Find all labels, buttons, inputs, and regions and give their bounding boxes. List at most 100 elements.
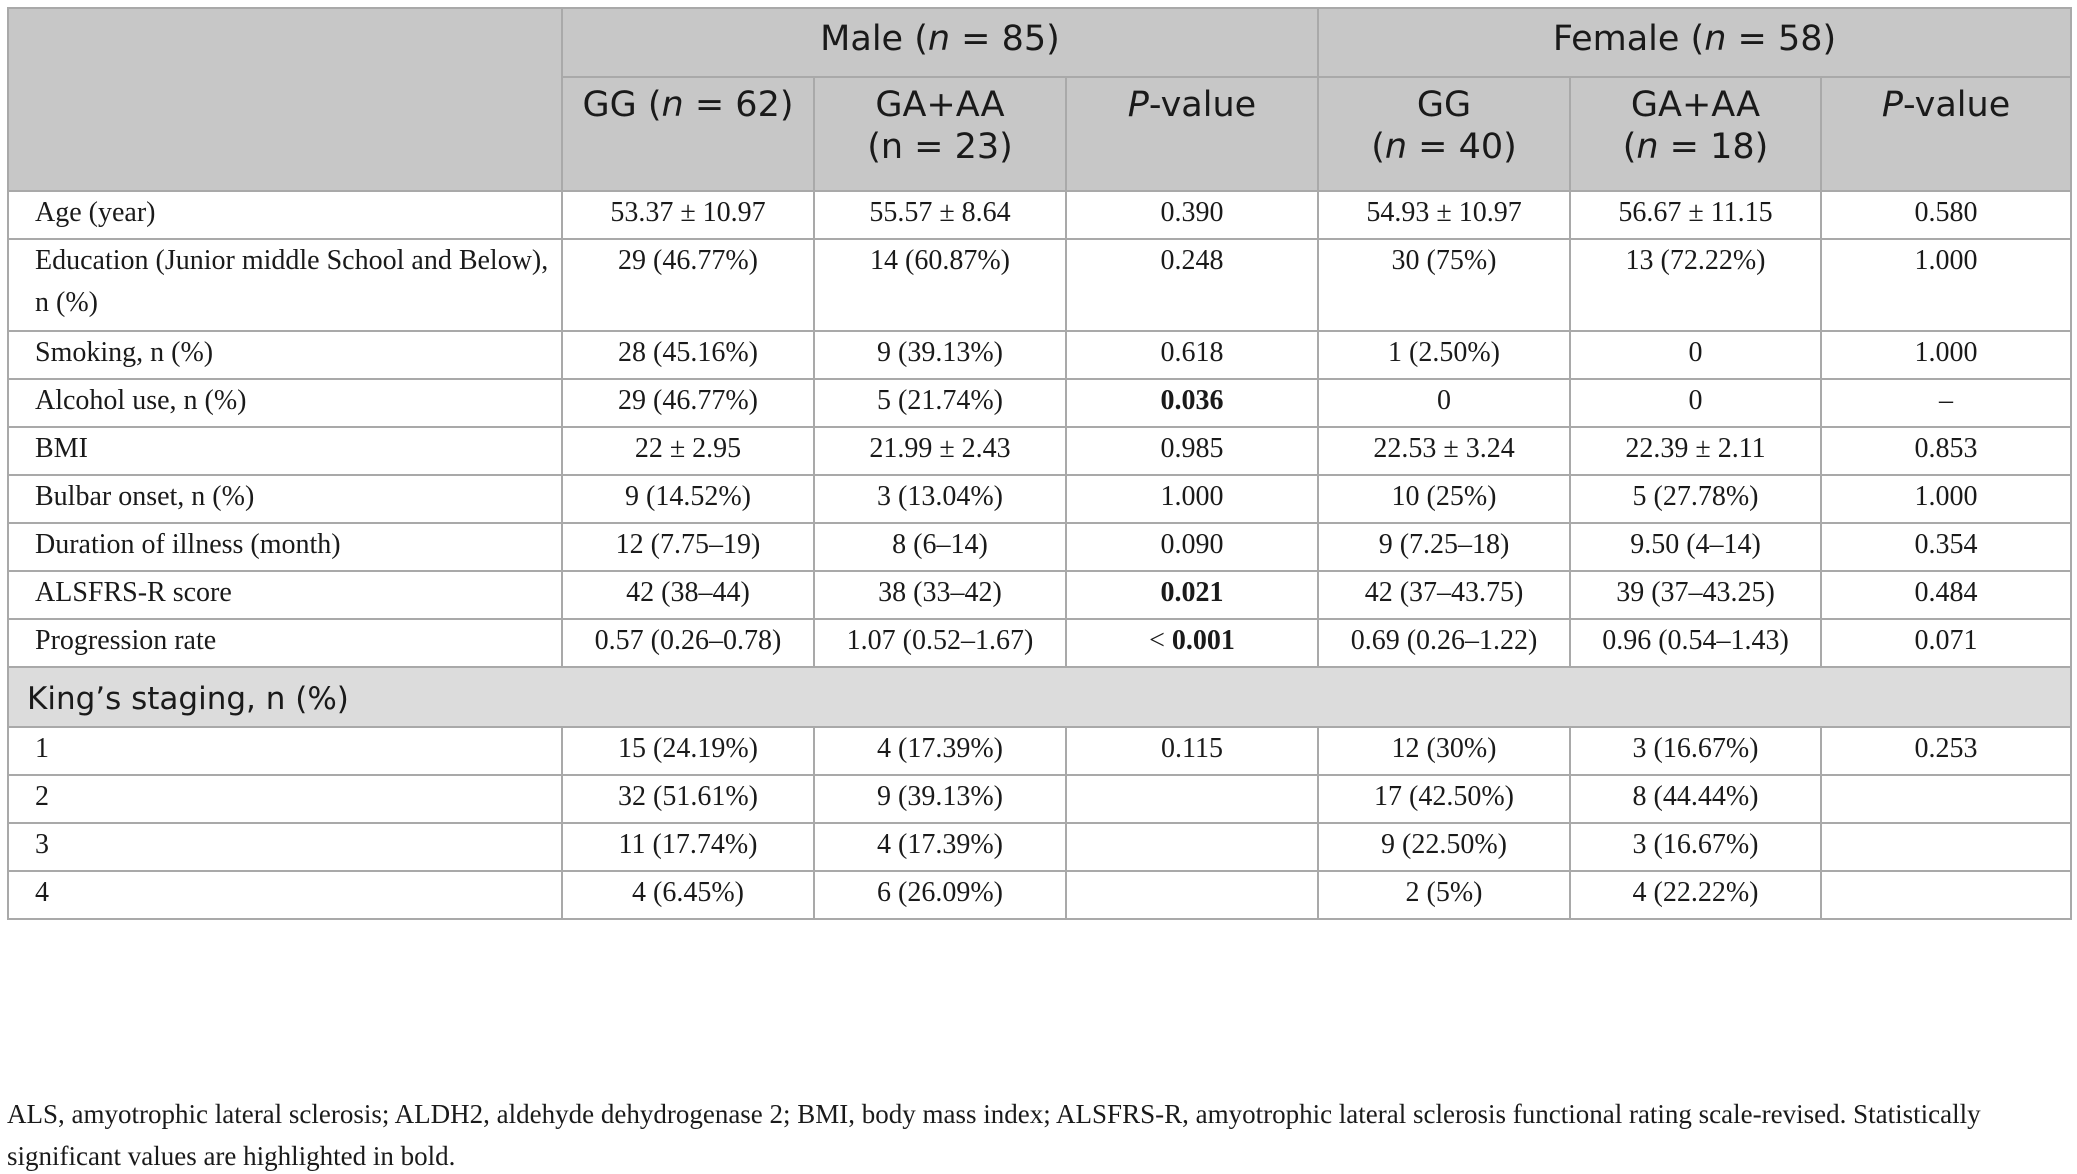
table-cell: 4 (22.22%): [1569, 870, 1823, 920]
table-cell: 9 (39.13%): [813, 774, 1067, 824]
row-label: ALSFRS-R score: [7, 570, 563, 620]
table-cell: 13 (72.22%): [1569, 238, 1823, 332]
table-cell: 29 (46.77%): [561, 238, 815, 332]
table-cell: [1820, 870, 2073, 920]
table-cell: 22 ± 2.95: [561, 426, 815, 476]
table-cell: 17 (42.50%): [1317, 774, 1572, 824]
header-group-female: Female (n = 58): [1317, 7, 2073, 78]
table-cell: 4 (17.39%): [813, 726, 1067, 776]
table-cell: 0.115: [1064, 726, 1320, 776]
table-cell: 6 (26.09%): [813, 870, 1067, 920]
table-cell: 12 (30%): [1317, 726, 1572, 776]
table-cell: 15 (24.19%): [561, 726, 815, 776]
table-body: Age (year) 53.37 ± 10.97 55.57 ± 8.64 0.…: [6, 190, 2073, 920]
section-row: King’s staging, n (%): [6, 666, 2073, 728]
table-cell: 30 (75%): [1317, 238, 1572, 332]
table-cell: 9 (39.13%): [813, 330, 1067, 380]
data-table: Male (n = 85) Female (n = 58) GG (n = 62…: [6, 7, 2073, 920]
header-female-gaaa: GA+AA (n = 18): [1569, 76, 1823, 192]
header-male-pvalue: P-value: [1064, 76, 1320, 192]
table-cell: 9 (22.50%): [1317, 822, 1572, 872]
table-cell: 4 (17.39%): [813, 822, 1067, 872]
table-cell: 0.090: [1064, 522, 1320, 572]
header-empty-cell: [7, 7, 563, 192]
table-cell: 38 (33–42): [813, 570, 1067, 620]
row-label: 3: [7, 822, 563, 872]
row-label: 1: [7, 726, 563, 776]
row-label: 4: [7, 870, 563, 920]
table-cell: [1064, 774, 1320, 824]
table-cell: 22.53 ± 3.24: [1317, 426, 1572, 476]
table-cell: 12 (7.75–19): [561, 522, 815, 572]
table-cell: 0.96 (0.54–1.43): [1569, 618, 1823, 668]
table-cell: 0.390: [1064, 190, 1320, 240]
table-row: ALSFRS-R score 42 (38–44) 38 (33–42) 0.0…: [7, 570, 2073, 620]
table-cell: 0.484: [1820, 570, 2073, 620]
row-label: Education (Junior middle School and Belo…: [7, 238, 563, 332]
table-cell: –: [1820, 378, 2073, 428]
table-cell: 5 (27.78%): [1569, 474, 1823, 524]
header-male-gg: GG (n = 62): [561, 76, 815, 192]
table-cell: 9 (14.52%): [561, 474, 815, 524]
table-row: Smoking, n (%) 28 (45.16%) 9 (39.13%) 0.…: [7, 330, 2073, 380]
table-cell: 1.000: [1820, 330, 2073, 380]
header-female-pvalue: P-value: [1820, 76, 2073, 192]
row-label: Progression rate: [7, 618, 563, 668]
table-row: BMI 22 ± 2.95 21.99 ± 2.43 0.985 22.53 ±…: [7, 426, 2073, 476]
table-cell: 29 (46.77%): [561, 378, 815, 428]
table-cell: 1.000: [1820, 238, 2073, 332]
row-label: Smoking, n (%): [7, 330, 563, 380]
table-cell: 0: [1569, 378, 1823, 428]
table-row: Duration of illness (month) 12 (7.75–19)…: [7, 522, 2073, 572]
significant-pvalue: 0.021: [1064, 570, 1320, 620]
table-row: Bulbar onset, n (%) 9 (14.52%) 3 (13.04%…: [7, 474, 2073, 524]
table-cell: 1.07 (0.52–1.67): [813, 618, 1067, 668]
table-cell: 3 (16.67%): [1569, 726, 1823, 776]
row-label: BMI: [7, 426, 563, 476]
table-cell: 8 (44.44%): [1569, 774, 1823, 824]
table-cell: 1.000: [1064, 474, 1320, 524]
table-cell: 0.69 (0.26–1.22): [1317, 618, 1572, 668]
table-cell: 3 (13.04%): [813, 474, 1067, 524]
pvalue-bold: 0.001: [1171, 625, 1235, 656]
table-cell: 22.39 ± 2.11: [1569, 426, 1823, 476]
table-cell: 0.253: [1820, 726, 2073, 776]
table-cell: 9 (7.25–18): [1317, 522, 1572, 572]
row-label: Age (year): [7, 190, 563, 240]
table-header: Male (n = 85) Female (n = 58) GG (n = 62…: [7, 7, 2073, 192]
table-cell: 4 (6.45%): [561, 870, 815, 920]
table-footnote: ALS, amyotrophic lateral sclerosis; ALDH…: [7, 1099, 1981, 1171]
significant-pvalue: 0.036: [1064, 378, 1320, 428]
significant-pvalue: < 0.001: [1064, 618, 1320, 668]
table-cell: 2 (5%): [1317, 870, 1572, 920]
table-cell: 56.67 ± 11.15: [1569, 190, 1823, 240]
header-group-male: Male (n = 85): [560, 7, 1320, 78]
pvalue-prefix: <: [1149, 625, 1172, 656]
row-label: 2: [7, 774, 563, 824]
table-cell: 1 (2.50%): [1317, 330, 1572, 380]
table-cell: 0.853: [1820, 426, 2073, 476]
row-label: Alcohol use, n (%): [7, 378, 563, 428]
table-cell: 21.99 ± 2.43: [813, 426, 1067, 476]
table-cell: 42 (38–44): [561, 570, 815, 620]
header-female-gg: GG (n = 40): [1317, 76, 1572, 192]
table-cell: 9.50 (4–14): [1569, 522, 1823, 572]
table-cell: 0.071: [1820, 618, 2073, 668]
table-cell: 28 (45.16%): [561, 330, 815, 380]
table-cell: 10 (25%): [1317, 474, 1572, 524]
table-row: 3 11 (17.74%) 4 (17.39%) 9 (22.50%) 3 (1…: [7, 822, 2073, 872]
table-row: Alcohol use, n (%) 29 (46.77%) 5 (21.74%…: [7, 378, 2073, 428]
section-label: King’s staging, n (%): [6, 666, 2073, 728]
table-cell: 0.580: [1820, 190, 2073, 240]
table-cell: 53.37 ± 10.97: [561, 190, 815, 240]
table-cell: 8 (6–14): [813, 522, 1067, 572]
row-label: Duration of illness (month): [7, 522, 563, 572]
table-cell: 39 (37–43.25): [1569, 570, 1823, 620]
table-row: 1 15 (24.19%) 4 (17.39%) 0.115 12 (30%) …: [7, 726, 2073, 776]
table-cell: 32 (51.61%): [561, 774, 815, 824]
table-cell: 0.618: [1064, 330, 1320, 380]
table-cell: [1064, 870, 1320, 920]
table-row: Education (Junior middle School and Belo…: [7, 238, 2073, 332]
table-cell: 1.000: [1820, 474, 2073, 524]
